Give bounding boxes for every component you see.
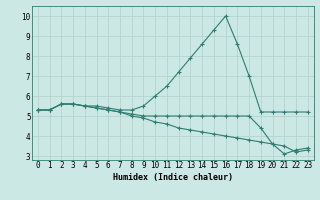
X-axis label: Humidex (Indice chaleur): Humidex (Indice chaleur)	[113, 173, 233, 182]
